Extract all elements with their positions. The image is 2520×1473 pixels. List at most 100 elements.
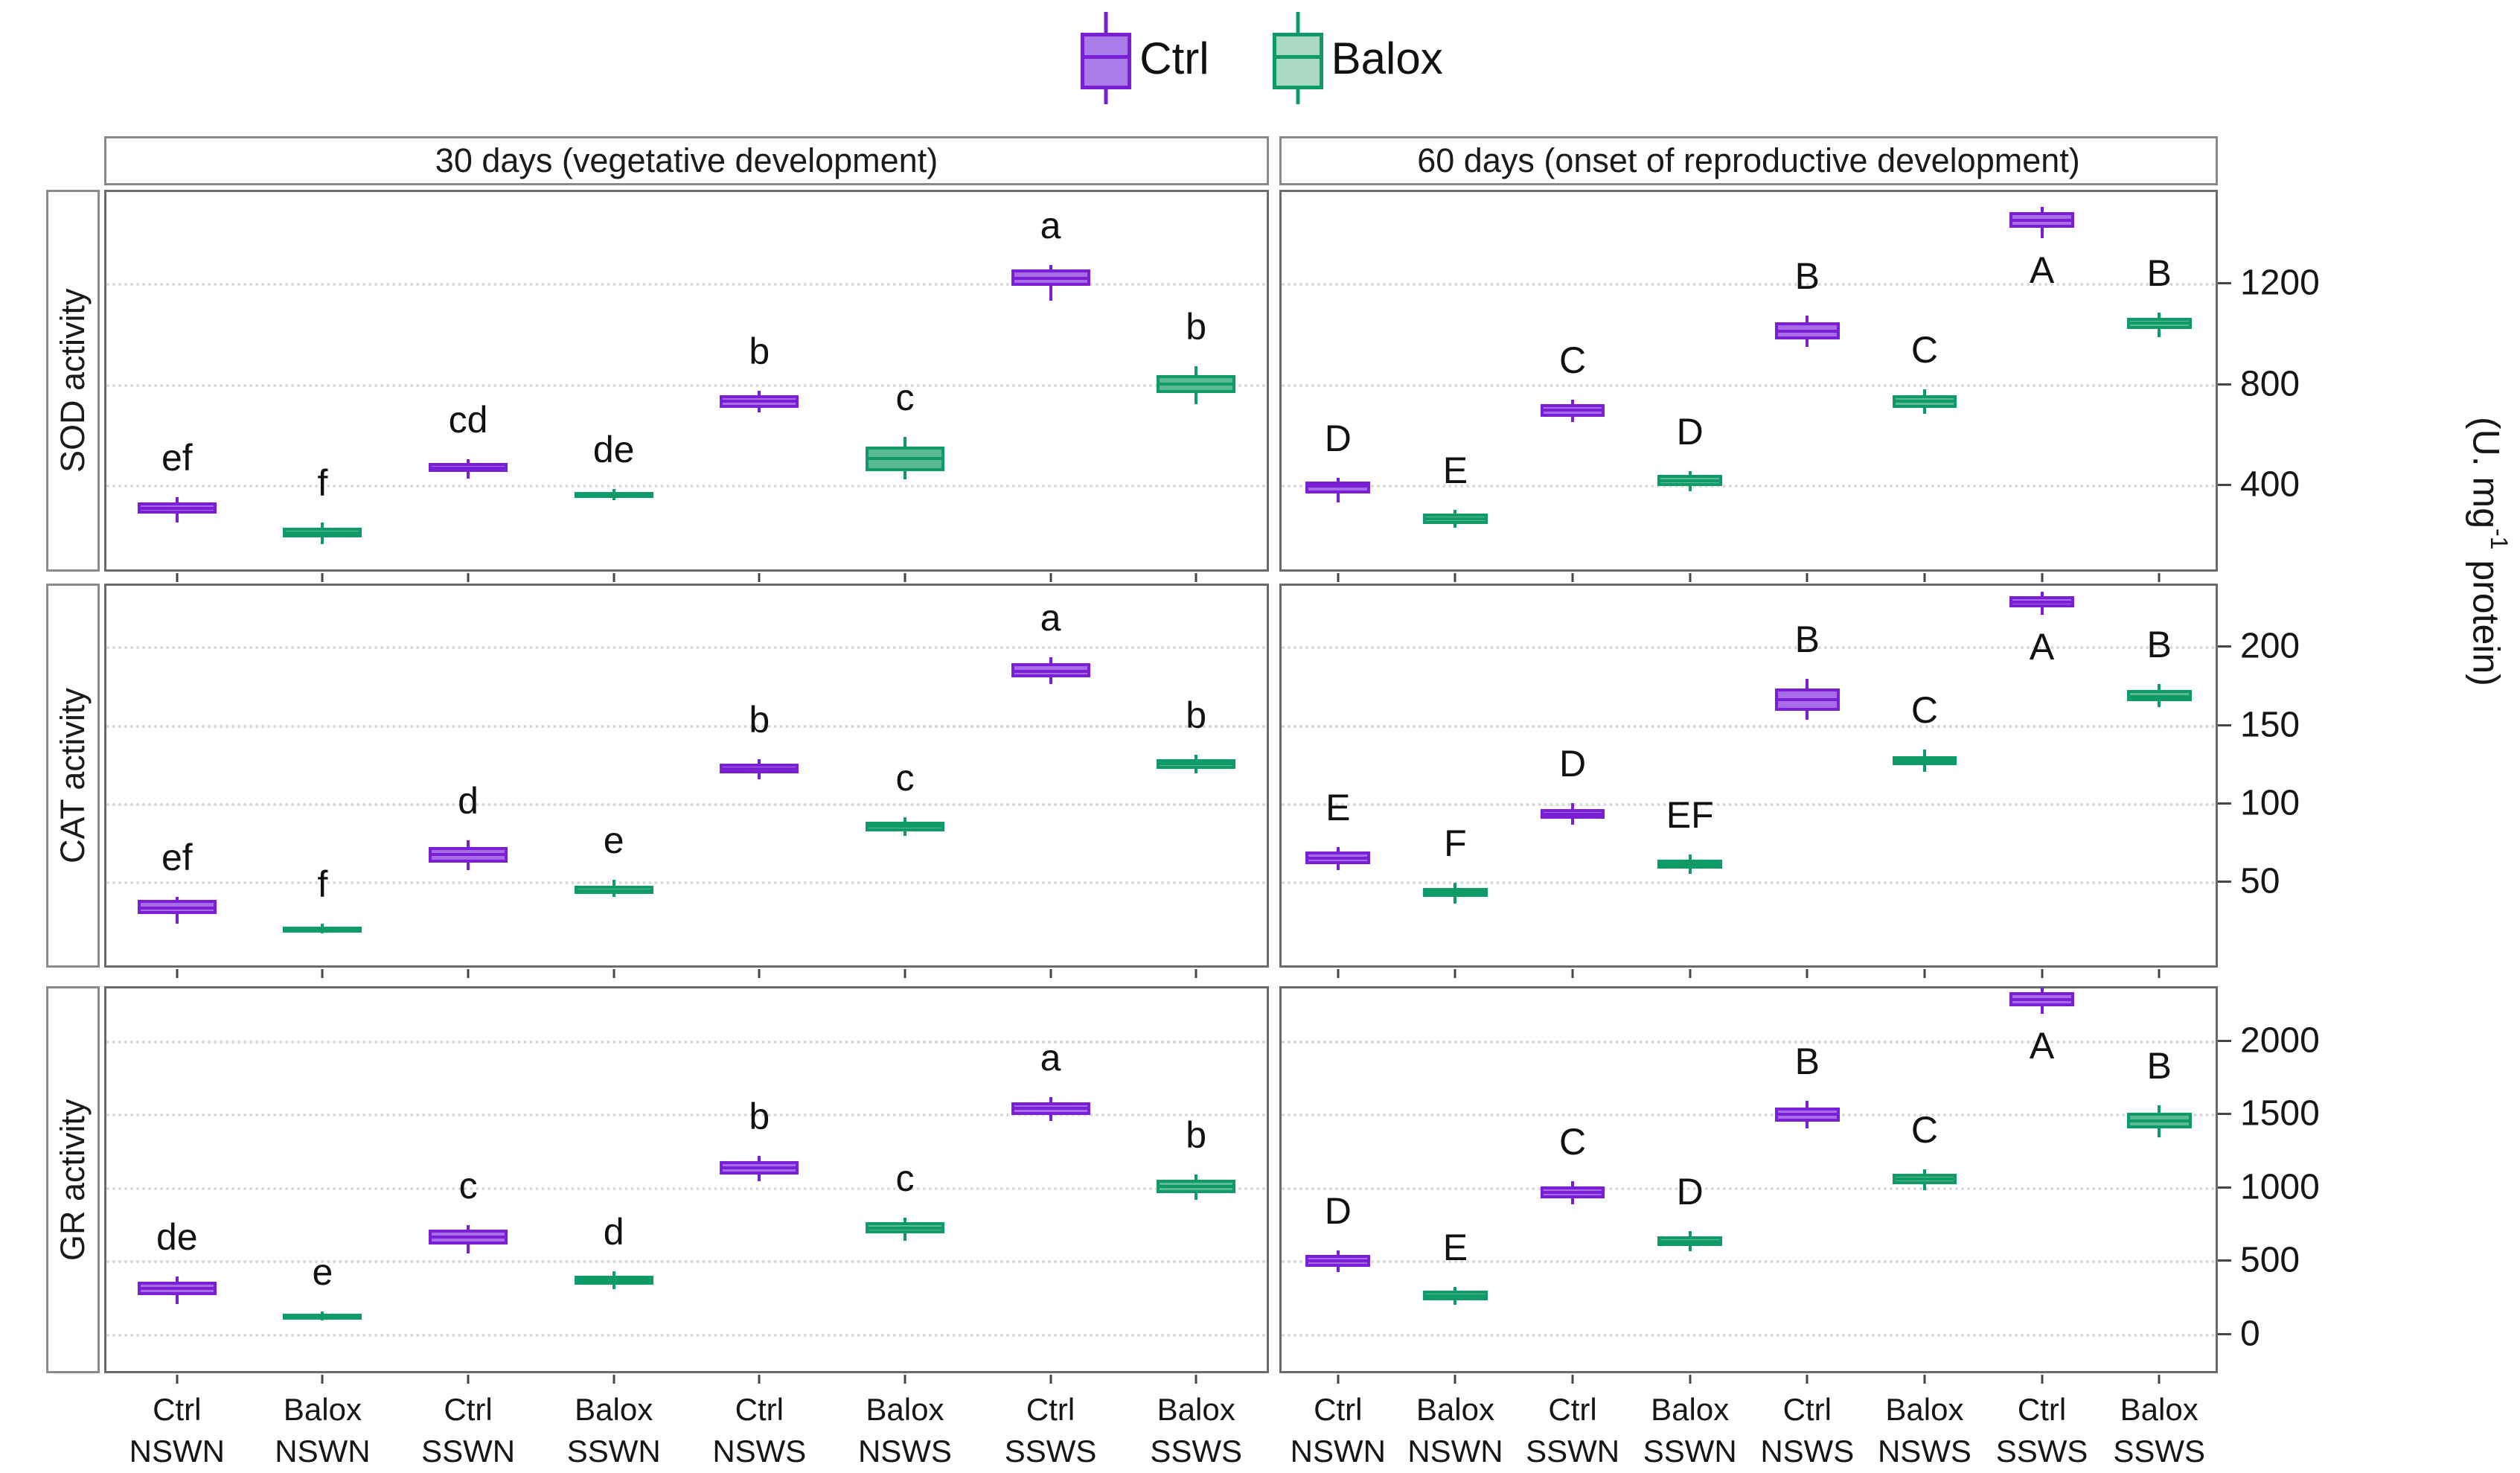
box-median [1013,1107,1088,1111]
box-median [285,927,360,930]
gridline [106,1186,1267,1190]
x-category-salinity: SSWS [2113,1434,2206,1469]
y-tick-label: 1000 [2240,1167,2320,1207]
significance-letter: E [1442,1226,1468,1268]
box-median [285,1314,360,1318]
box-median [1894,400,1955,403]
y-tick [2218,1332,2231,1335]
x-tick [1454,969,1456,978]
gridline [106,1333,1267,1337]
y-tick-label: 100 [2240,783,2300,823]
row-strip-sod-activity: SOD activity [46,190,100,572]
y-axis-unit-label: (U. mg-1 protein) [2465,417,2513,686]
gridline [1282,283,2216,287]
y-tick-label: 150 [2240,705,2300,745]
significance-letter: EF [1666,794,1714,837]
box-median [285,531,360,534]
x-category-salinity: SSWS [1004,1434,1097,1469]
y-tick-label: 800 [2240,364,2300,404]
panel-sod-60d [1279,190,2218,572]
box-median [1542,812,1603,816]
x-category-salinity: SSWN [421,1434,516,1469]
x-tick [176,573,179,582]
significance-letter: a [1040,1036,1061,1079]
box-median [139,507,214,511]
significance-letter: D [1324,1189,1352,1232]
x-tick [2158,573,2161,582]
x-tick [2041,969,2044,978]
significance-letter: b [749,1095,770,1137]
significance-letter: f [317,461,328,504]
y-tick-label: 400 [2240,464,2300,505]
significance-letter: C [1559,339,1587,382]
box-median [139,906,214,910]
y-tick [2218,383,2231,386]
y-tick [2218,802,2231,805]
gridline [106,1040,1267,1044]
panel-sod-30d [104,190,1269,572]
panel-gr-60d [1279,986,2218,1373]
box-median [1777,697,1838,701]
x-category-salinity: SSWN [1526,1434,1620,1469]
row-strip-gr-activity: GR activity [46,986,100,1373]
significance-letter: a [1040,596,1061,639]
y-tick [2218,1039,2231,1042]
x-category-label: Ctrl NSWN [95,1389,259,1472]
x-category-salinity: NSWS [1760,1434,1855,1469]
box-median [431,1235,506,1239]
x-category-label: Ctrl NSWS [1725,1389,1889,1472]
box-median [1425,1294,1486,1297]
x-category-salinity: SSWN [566,1434,661,1469]
x-tick [613,969,615,978]
gridline [1282,646,2216,650]
x-tick [904,1375,906,1384]
significance-letter: D [1676,1170,1704,1212]
box-median [431,467,506,470]
significance-letter: c [895,1157,915,1200]
x-tick [1337,573,1340,582]
y-tick-label: 500 [2240,1240,2300,1280]
x-category-label: Balox NSWN [240,1389,404,1472]
facet-title-60-days: 60 days (onset of reproductive developme… [1279,136,2218,185]
gridline [1282,1333,2216,1337]
y-tick [2218,881,2231,884]
box-median [1159,382,1234,386]
gridline [1282,724,2216,728]
y-tick [2218,1113,2231,1116]
y-tick [2218,1259,2231,1262]
box-median [1777,1113,1838,1116]
significance-letter: E [1442,450,1468,492]
x-tick [1337,1375,1340,1384]
box-median [1308,484,1369,488]
x-category-treatment: Balox [866,1392,944,1427]
x-category-treatment: Ctrl [1314,1392,1363,1427]
significance-letter: B [1794,619,1820,661]
x-category-treatment: Balox [575,1392,653,1427]
significance-letter: C [1910,1109,1938,1151]
x-tick [758,1375,761,1384]
box-median [722,767,797,770]
balox-boxplot-icon [1269,6,1327,110]
box-median [576,493,651,496]
x-tick [2041,573,2044,582]
row-strip-cat-activity: CAT activity [46,584,100,968]
x-tick [1571,1375,1574,1384]
x-category-label: Ctrl SSWN [1491,1389,1654,1472]
y-tick [2218,484,2231,487]
box-median [1308,1259,1369,1263]
box-median [2012,218,2072,222]
x-tick [2041,1375,2044,1384]
gridline [106,724,1267,728]
box-median [722,1166,797,1170]
significance-letter: ef [161,437,193,479]
y-tick-label: 1500 [2240,1093,2320,1134]
significance-letter: C [1910,328,1938,371]
x-tick [1049,573,1052,582]
x-category-salinity: NSWS [857,1434,952,1469]
x-tick [904,573,906,582]
x-category-treatment: Ctrl [444,1392,493,1427]
significance-letter: d [603,1211,624,1253]
box-median [1159,762,1234,766]
significance-letter: c [895,376,915,418]
x-tick [758,573,761,582]
